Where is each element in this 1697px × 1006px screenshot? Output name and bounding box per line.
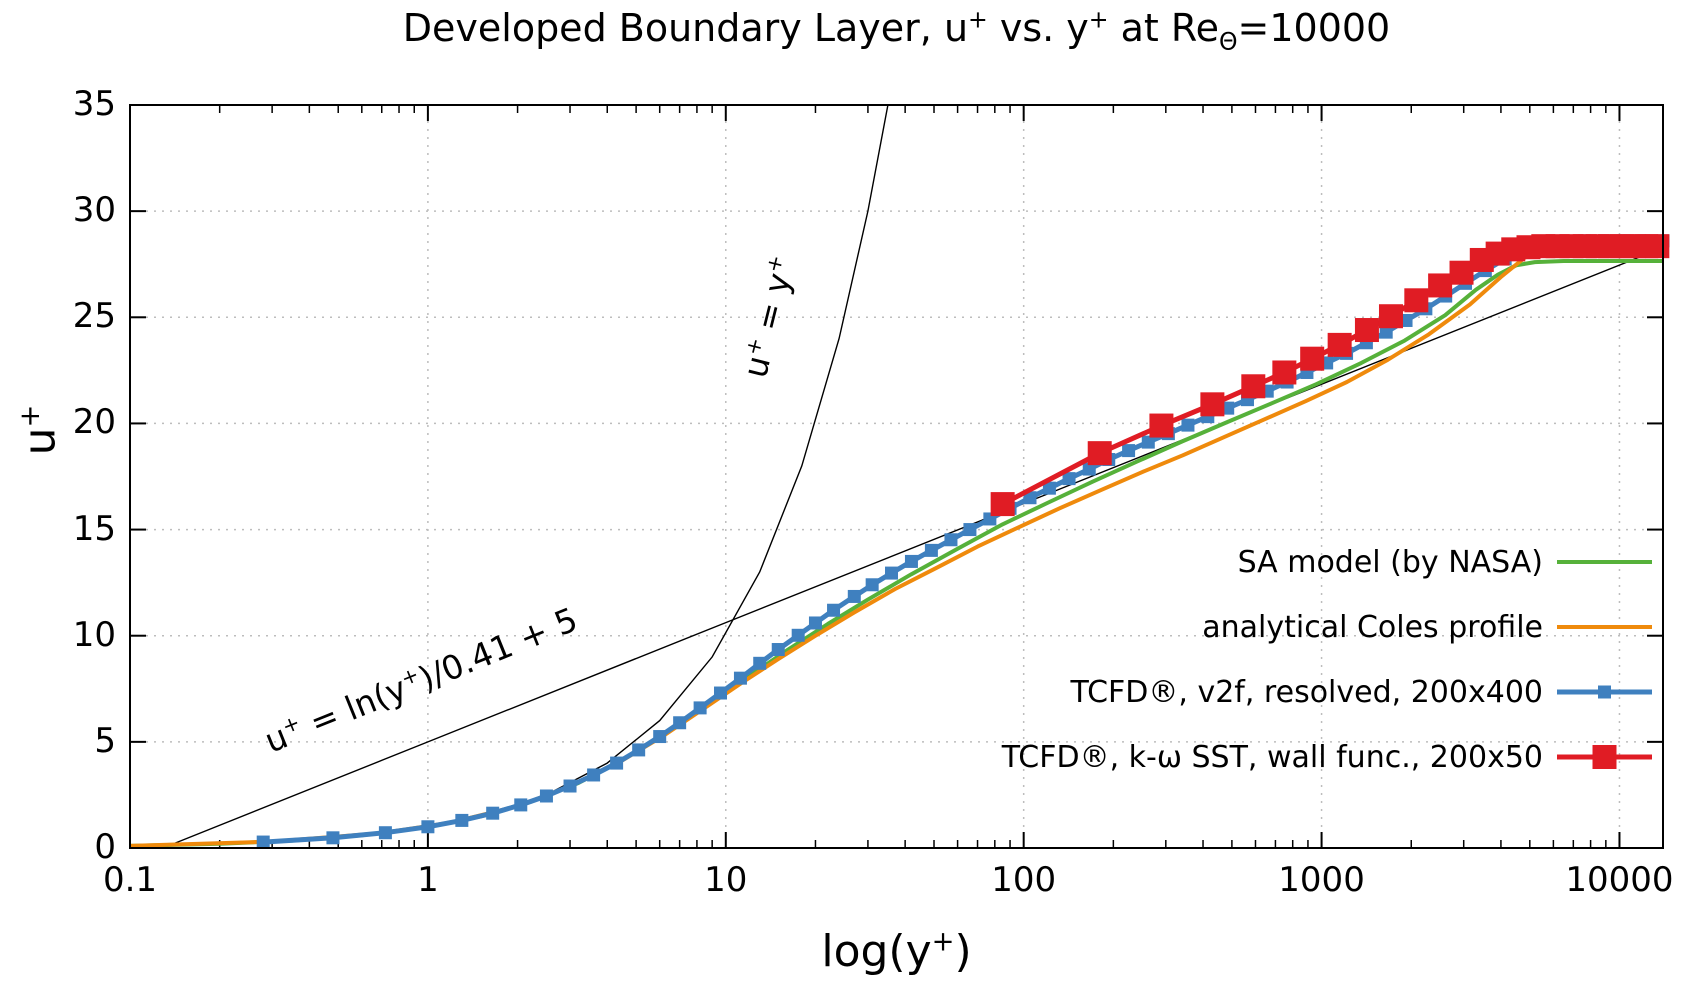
series-marker (421, 820, 435, 834)
legend-item: TCFD®, v2f, resolved, 200x400 (1071, 660, 1652, 724)
legend-sample (1557, 625, 1652, 629)
series-marker (885, 566, 899, 580)
legend-label: SA model (by NASA) (1237, 544, 1543, 580)
series-marker (963, 523, 977, 537)
series-marker (673, 716, 687, 730)
series-marker (1221, 401, 1235, 415)
series-marker (653, 730, 667, 744)
y-tick-label: 35 (72, 84, 116, 124)
series-marker (904, 554, 918, 568)
reference-line (162, 247, 1664, 849)
series-marker (1327, 332, 1352, 357)
series-marker (771, 643, 785, 657)
series-marker (1645, 234, 1670, 259)
series-marker (632, 743, 646, 757)
series-marker (1122, 444, 1136, 458)
x-tick-label: 1000 (1278, 860, 1365, 900)
series-marker (1241, 374, 1266, 399)
series-marker (1023, 491, 1037, 505)
series-marker (924, 543, 938, 557)
series-marker (539, 789, 553, 803)
series-marker (791, 628, 805, 642)
series-marker (514, 798, 528, 812)
legend-label: analytical Coles profile (1202, 609, 1543, 645)
legend-label: TCFD®, k-ω SST, wall func., 200x50 (1001, 739, 1543, 775)
series-marker (610, 756, 624, 770)
y-tick-label: 25 (72, 296, 116, 337)
series-marker (1200, 392, 1225, 417)
series-marker (378, 826, 392, 840)
y-tick-label: 10 (72, 614, 116, 655)
series-marker (587, 768, 601, 782)
y-tick-label: 20 (72, 402, 116, 443)
series-marker (714, 686, 728, 700)
legend-sample (1557, 685, 1652, 699)
series-marker (1354, 318, 1379, 343)
series-marker (944, 533, 958, 547)
series-marker (865, 578, 879, 592)
series-marker (1449, 260, 1474, 285)
series-marker (1181, 418, 1195, 432)
legend-item: analytical Coles profile (1202, 595, 1652, 659)
x-tick-label: 100 (991, 860, 1057, 900)
series-marker (847, 589, 861, 603)
series-marker (1379, 325, 1393, 339)
series-marker (1062, 472, 1076, 486)
legend-sample (1557, 560, 1652, 564)
x-tick-label: 10000 (1565, 860, 1674, 900)
series-marker (1378, 304, 1403, 329)
series-marker (1082, 462, 1096, 476)
x-tick-label: 1 (417, 860, 439, 900)
x-tick-label: 10 (704, 860, 748, 900)
chart-title: Developed Boundary Layer, u+ vs. y+ at R… (402, 5, 1391, 56)
series-marker (827, 603, 841, 617)
series-marker (693, 701, 707, 715)
series-marker (1428, 273, 1453, 298)
series-marker (990, 492, 1015, 517)
series-marker (808, 616, 822, 630)
series-marker (1042, 481, 1056, 495)
legend-item: TCFD®, k-ω SST, wall func., 200x50 (1002, 725, 1652, 789)
series-marker (455, 813, 469, 827)
y-tick-label: 5 (94, 720, 116, 761)
y-tick-label: 0 (94, 827, 116, 867)
series-marker (1272, 360, 1297, 385)
series-marker (1300, 346, 1325, 371)
reference-line (129, 104, 889, 847)
y-tick-label: 30 (72, 190, 116, 231)
series-marker (733, 671, 747, 685)
series-marker (486, 806, 500, 820)
series-marker (1149, 413, 1174, 438)
x-axis-label: log(y+) (821, 926, 972, 977)
legend-label: TCFD®, v2f, resolved, 200x400 (1070, 674, 1543, 710)
series-marker (256, 835, 270, 849)
series-marker (1404, 288, 1429, 313)
x-tick-label: 0.1 (102, 860, 158, 900)
series-marker (326, 831, 340, 845)
series-marker (1087, 441, 1112, 466)
y-tick-label: 15 (72, 508, 116, 549)
series-line (263, 238, 1663, 845)
plot-frame (129, 104, 1664, 849)
legend-item: SA model (by NASA) (1238, 530, 1652, 594)
legend-sample (1557, 745, 1652, 769)
series-marker (563, 779, 577, 793)
series-marker (1141, 435, 1155, 449)
series-marker (753, 656, 767, 670)
